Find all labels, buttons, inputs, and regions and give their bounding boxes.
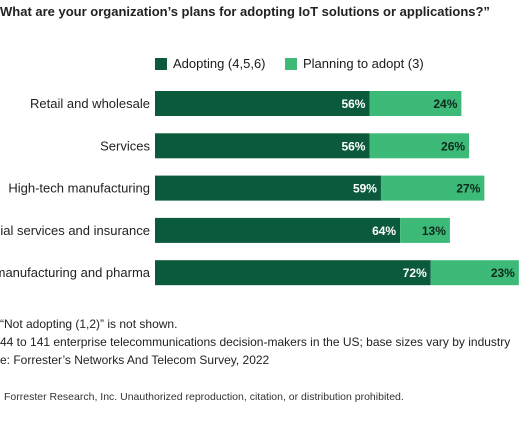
- footnote-base: 44 to 141 enterprise telecommunications …: [0, 335, 511, 349]
- category-label-high-tech-manufacturing: High-tech manufacturing: [8, 181, 150, 196]
- bar-planning-retail-and-wholesale: [369, 91, 462, 116]
- copyright-notice: Forrester Research, Inc. Unauthorized re…: [4, 391, 404, 403]
- value-label-planning-cial-services-and-insurance: 13%: [422, 224, 446, 238]
- category-label-retail-and-wholesale: Retail and wholesale: [30, 96, 150, 111]
- bar-adopting-services: [155, 133, 370, 159]
- value-label-planning-services: 26%: [441, 139, 465, 153]
- bar-planning-cial-services-and-insurance: [400, 217, 450, 243]
- footnote-not-adopting: “Not adopting (1,2)” is not shown.: [0, 317, 178, 331]
- value-label-planning-retail-and-wholesale: 24%: [433, 97, 457, 111]
- bar-adopting-cial-services-and-insurance: [155, 217, 401, 243]
- value-label-adopting-retail-and-wholesale: 56%: [341, 97, 365, 111]
- legend-swatch-planning: [285, 58, 297, 70]
- value-label-adopting-manufacturing-and-pharma: 72%: [403, 266, 427, 280]
- value-label-adopting-cial-services-and-insurance: 64%: [372, 224, 396, 238]
- bar-adopting-retail-and-wholesale: [155, 91, 370, 116]
- value-label-planning-manufacturing-and-pharma: 23%: [491, 266, 515, 280]
- category-label-cial-services-and-insurance: cial services and insurance: [0, 223, 150, 238]
- bar-chart: Retail and wholesale 56% 24% Services 56% 26%…: [0, 91, 519, 286]
- bar-planning-services: [369, 133, 470, 159]
- bar-planning-manufacturing-and-pharma: [430, 260, 519, 286]
- category-label-manufacturing-and-pharma: manufacturing and pharma: [0, 265, 151, 280]
- legend-swatch-adopting: [155, 58, 167, 70]
- legend-label-adopting: Adopting (4,5,6): [173, 56, 266, 71]
- bar-planning-high-tech-manufacturing: [380, 175, 485, 201]
- category-label-services: Services: [100, 138, 150, 153]
- bar-adopting-manufacturing-and-pharma: [155, 260, 431, 286]
- chart-title: What are your organization’s plans for a…: [0, 4, 490, 19]
- value-label-planning-high-tech-manufacturing: 27%: [456, 182, 480, 196]
- value-label-adopting-high-tech-manufacturing: 59%: [353, 182, 377, 196]
- footnote-source: e: Forrester’s Networks And Telecom Surv…: [0, 353, 270, 367]
- value-label-adopting-services: 56%: [341, 139, 365, 153]
- legend-label-planning: Planning to adopt (3): [303, 56, 424, 71]
- bar-adopting-high-tech-manufacturing: [155, 175, 381, 201]
